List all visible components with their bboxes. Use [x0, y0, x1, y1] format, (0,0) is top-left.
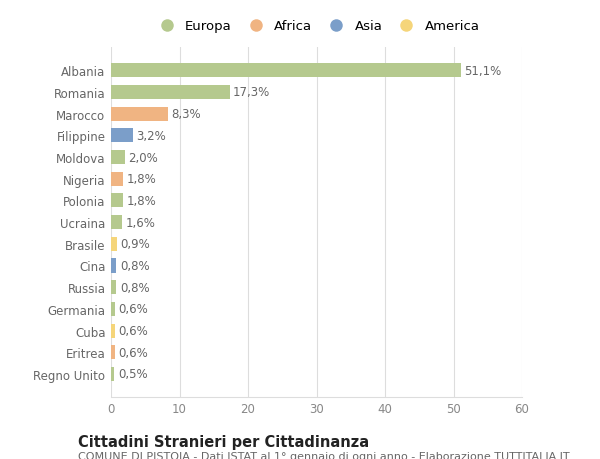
Text: 2,0%: 2,0%	[128, 151, 158, 164]
Bar	[111, 302, 115, 316]
Bar	[111, 324, 115, 338]
Bar	[111, 86, 230, 100]
Bar	[111, 172, 124, 186]
Bar	[111, 129, 133, 143]
Bar	[111, 259, 116, 273]
Text: 0,6%: 0,6%	[119, 303, 148, 316]
Text: 8,3%: 8,3%	[171, 108, 201, 121]
Text: 1,8%: 1,8%	[127, 195, 157, 207]
Bar	[111, 194, 124, 208]
Text: 1,6%: 1,6%	[125, 216, 155, 229]
Bar	[111, 346, 115, 359]
Text: 1,8%: 1,8%	[127, 173, 157, 186]
Bar	[111, 151, 125, 165]
Text: 17,3%: 17,3%	[233, 86, 270, 99]
Text: Cittadini Stranieri per Cittadinanza: Cittadini Stranieri per Cittadinanza	[78, 434, 369, 449]
Text: 0,9%: 0,9%	[121, 238, 151, 251]
Text: 51,1%: 51,1%	[464, 65, 502, 78]
Text: 0,6%: 0,6%	[119, 346, 148, 359]
Legend: Europa, Africa, Asia, America: Europa, Africa, Asia, America	[149, 17, 484, 37]
Bar	[111, 64, 461, 78]
Bar	[111, 280, 116, 295]
Text: 3,2%: 3,2%	[136, 129, 166, 142]
Bar	[111, 107, 168, 122]
Bar	[111, 237, 117, 251]
Text: 0,8%: 0,8%	[120, 259, 149, 272]
Text: COMUNE DI PISTOIA - Dati ISTAT al 1° gennaio di ogni anno - Elaborazione TUTTITA: COMUNE DI PISTOIA - Dati ISTAT al 1° gen…	[78, 451, 569, 459]
Bar	[111, 367, 115, 381]
Text: 0,5%: 0,5%	[118, 368, 148, 381]
Bar	[111, 216, 122, 230]
Text: 0,8%: 0,8%	[120, 281, 149, 294]
Text: 0,6%: 0,6%	[119, 325, 148, 337]
